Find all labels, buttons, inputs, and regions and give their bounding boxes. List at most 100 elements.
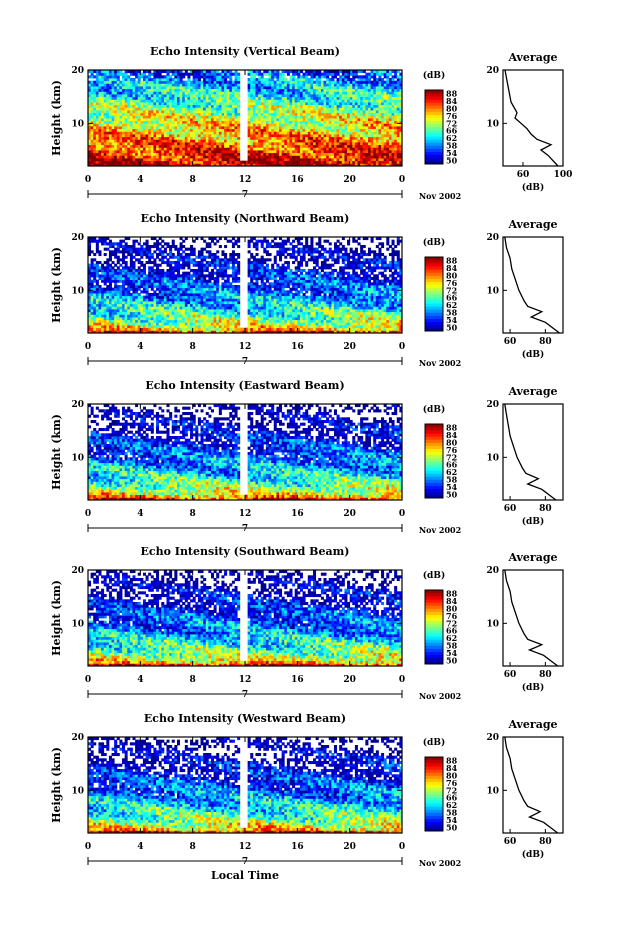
- heatmap-cell: [174, 97, 177, 100]
- heatmap-cell: [347, 158, 350, 161]
- heatmap-cell: [109, 105, 112, 108]
- heatmap-cell: [135, 75, 138, 78]
- heatmap-cell: [140, 147, 143, 150]
- heatmap-cell: [201, 83, 204, 86]
- heatmap-cell: [174, 89, 177, 92]
- heatmap-cell: [365, 145, 368, 148]
- heatmap-cell: [109, 81, 112, 84]
- heatmap-cell: [214, 129, 217, 132]
- heatmap-cell: [365, 123, 368, 126]
- heatmap-cell: [169, 81, 172, 84]
- heatmap-cell: [167, 107, 170, 110]
- heatmap-cell: [185, 105, 188, 108]
- heatmap-cell: [292, 110, 295, 113]
- heatmap-cell: [140, 153, 143, 156]
- heatmap-cell: [182, 86, 185, 89]
- heatmap-cell: [284, 113, 287, 116]
- heatmap-cell: [164, 123, 167, 126]
- heatmap-cell: [321, 94, 324, 97]
- heatmap-cell: [117, 121, 120, 124]
- heatmap-cell: [117, 137, 120, 140]
- heatmap-cell: [253, 317, 256, 320]
- heatmap-cell: [182, 317, 185, 320]
- heatmap-cell: [321, 121, 324, 124]
- heatmap-cell: [347, 105, 350, 108]
- heatmap-cell: [303, 105, 306, 108]
- heatmap-cell: [289, 105, 292, 108]
- heatmap-cell: [276, 137, 279, 140]
- heatmap-cell: [376, 150, 379, 153]
- heatmap-cell: [130, 134, 133, 137]
- heatmap-cell: [91, 113, 94, 116]
- heatmap-cell: [101, 94, 104, 97]
- heatmap-cell: [266, 155, 269, 158]
- heatmap-cell: [106, 89, 109, 92]
- heatmap-cell: [337, 126, 340, 129]
- heatmap-cell: [235, 121, 238, 124]
- heatmap-cell: [360, 81, 363, 84]
- heatmap-cell: [355, 94, 358, 97]
- heatmap-cell: [263, 115, 266, 118]
- heatmap-cell: [331, 126, 334, 129]
- heatmap-cell: [358, 107, 361, 110]
- heatmap-cell: [376, 107, 379, 110]
- heatmap-cell: [295, 113, 298, 116]
- heatmap-cell: [122, 325, 125, 328]
- heatmap-cell: [386, 150, 389, 153]
- heatmap-cell: [305, 139, 308, 142]
- heatmap-cell: [276, 123, 279, 126]
- heatmap-cell: [258, 322, 261, 325]
- heatmap-cell: [253, 81, 256, 84]
- heatmap-cell: [392, 129, 395, 132]
- heatmap-cell: [93, 99, 96, 102]
- heatmap-cell: [172, 113, 175, 116]
- heatmap-cell: [119, 161, 122, 164]
- heatmap-cell: [211, 153, 214, 156]
- heatmap-cell: [201, 99, 204, 102]
- heatmap-cell: [106, 83, 109, 86]
- heatmap-cell: [101, 131, 104, 134]
- heatmap-cell: [164, 86, 167, 89]
- avg-title: Average: [507, 51, 557, 64]
- heatmap-cell: [310, 118, 313, 121]
- heatmap-cell: [258, 102, 261, 105]
- heatmap-cell: [203, 129, 206, 132]
- heatmap-cell: [350, 89, 353, 92]
- heatmap-cell: [125, 105, 128, 108]
- heatmap-cell: [282, 97, 285, 100]
- heatmap-cell: [119, 89, 122, 92]
- heatmap-cell: [342, 131, 345, 134]
- heatmap-cell: [172, 121, 175, 124]
- heatmap-cell: [235, 314, 238, 317]
- heatmap-cell: [164, 328, 167, 331]
- heatmap-cell: [358, 131, 361, 134]
- heatmap-cell: [373, 81, 376, 84]
- heatmap-cell: [185, 126, 188, 129]
- heatmap-cell: [208, 107, 211, 110]
- heatmap-cell: [237, 115, 240, 118]
- heatmap-cell: [180, 139, 183, 142]
- heatmap-cell: [295, 121, 298, 124]
- heatmap-cell: [182, 94, 185, 97]
- heatmap-cell: [227, 115, 230, 118]
- heatmap-cell: [96, 73, 99, 76]
- heatmap-cell: [235, 97, 238, 100]
- heatmap-cell: [153, 105, 156, 108]
- heatmap-cell: [114, 97, 117, 100]
- heatmap-cell: [337, 121, 340, 124]
- heatmap-cell: [378, 317, 381, 320]
- heatmap-cell: [101, 123, 104, 126]
- heatmap-cell: [289, 118, 292, 121]
- heatmap-cell: [109, 137, 112, 140]
- heatmap-cell: [289, 142, 292, 145]
- heatmap-cell: [143, 113, 146, 116]
- heatmap-cell: [295, 147, 298, 150]
- heatmap-cell: [172, 145, 175, 148]
- heatmap-cell: [156, 325, 159, 328]
- heatmap-cell: [274, 158, 277, 161]
- heatmap-cell: [269, 158, 272, 161]
- heatmap-cell: [180, 123, 183, 126]
- heatmap-cell: [227, 153, 230, 156]
- heatmap-cell: [365, 86, 368, 89]
- heatmap-cell: [313, 328, 316, 331]
